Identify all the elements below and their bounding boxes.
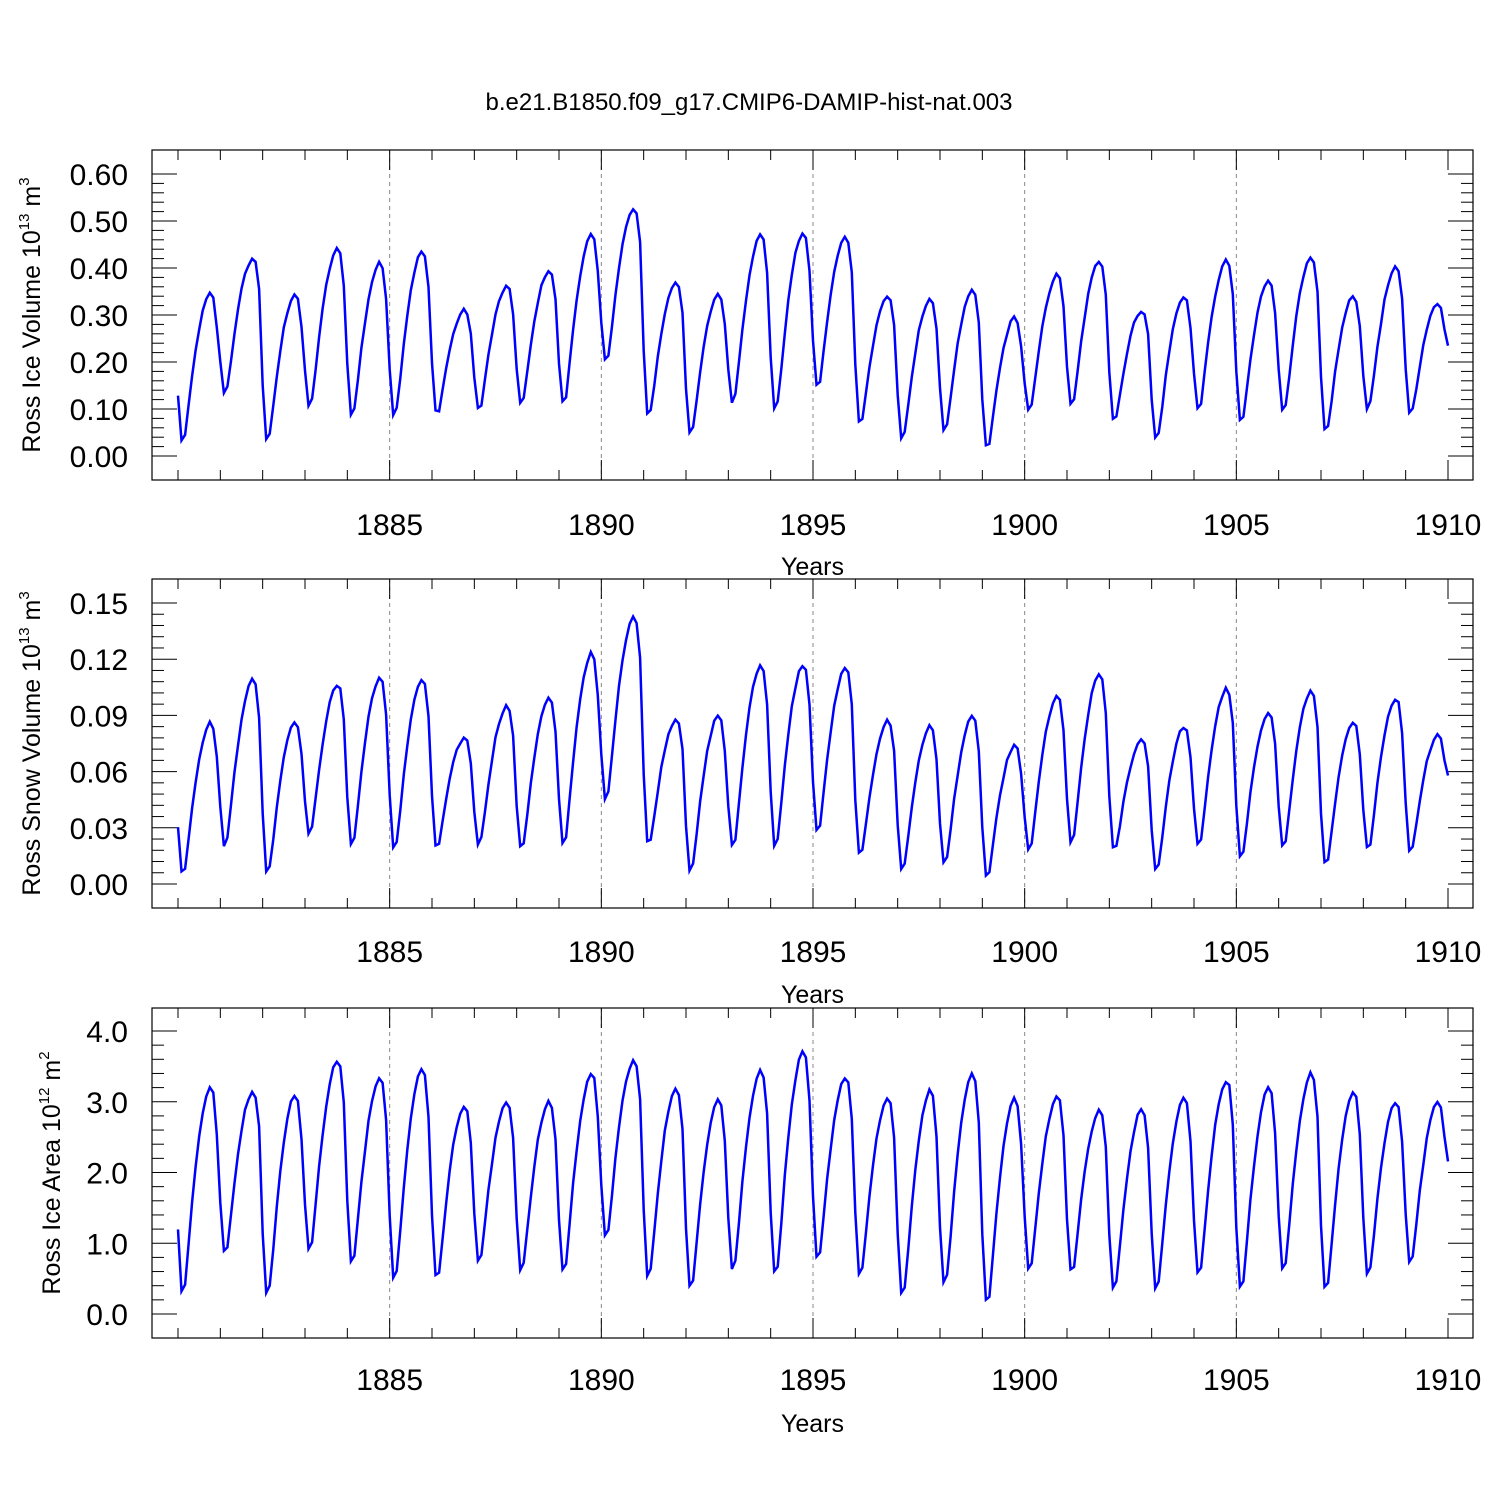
x-tick-label: 1900 bbox=[991, 1364, 1058, 1397]
panel-ice-area: 0.0 1.0 2.0 3.0 4.0 1885 1890 1895 1900 1905 1910… bbox=[36, 1007, 1481, 1438]
x-tick-label: 1890 bbox=[568, 1364, 635, 1397]
x-tick-label: 1900 bbox=[991, 936, 1058, 969]
x-tick-label: 1890 bbox=[568, 509, 635, 542]
x-tick-label: 1905 bbox=[1203, 936, 1270, 969]
panel-2-x-tick-labels: 1885 1890 1895 1900 1905 1910 bbox=[356, 936, 1481, 969]
panel-3-y-axis-title: Ross Ice Area 1012 m2 bbox=[36, 1051, 66, 1294]
panel-3-y-tick-labels: 0.0 1.0 2.0 3.0 4.0 bbox=[86, 1016, 128, 1332]
panel-2-series-line bbox=[176, 613, 1450, 879]
x-tick-label: 1895 bbox=[780, 509, 847, 542]
x-tick-label: 1900 bbox=[991, 509, 1058, 542]
y-tick-label: 4.0 bbox=[86, 1016, 128, 1049]
panel-2-ticks bbox=[152, 579, 1473, 908]
panel-snow-volume: 0.00 0.03 0.06 0.09 0.12 0.15 1885 1890 1895 190… bbox=[16, 578, 1481, 1009]
y-tick-label: 0.10 bbox=[70, 394, 128, 427]
panel-3-gridlines bbox=[389, 1008, 1237, 1338]
panel-1-x-tick-labels: 1885 1890 1895 1900 1905 1910 bbox=[356, 509, 1481, 542]
panel-3-x-tick-labels: 1885 1890 1895 1900 1905 1910 bbox=[356, 1364, 1481, 1397]
x-tick-label: 1885 bbox=[356, 1364, 423, 1397]
y-tick-label: 0.60 bbox=[70, 159, 128, 192]
panel-3-x-axis-title: Years bbox=[781, 1410, 844, 1438]
y-tick-label: 0.40 bbox=[70, 253, 128, 286]
x-tick-label: 1895 bbox=[780, 1364, 847, 1397]
panel-1-x-axis-title: Years bbox=[781, 553, 844, 581]
y-tick-label: 2.0 bbox=[86, 1158, 128, 1191]
y-tick-label: 0.00 bbox=[70, 441, 128, 474]
y-tick-label: 0.15 bbox=[70, 588, 128, 621]
y-tick-label: 0.0 bbox=[86, 1299, 128, 1332]
panel-2-x-axis-title: Years bbox=[781, 981, 844, 1009]
panel-3-frame bbox=[151, 1007, 1474, 1339]
y-tick-label: 0.30 bbox=[70, 300, 128, 333]
x-tick-label: 1910 bbox=[1415, 936, 1482, 969]
panel-2-gridlines bbox=[389, 579, 1237, 908]
y-tick-label: 3.0 bbox=[86, 1087, 128, 1120]
x-tick-label: 1905 bbox=[1203, 1364, 1270, 1397]
x-tick-label: 1910 bbox=[1415, 509, 1482, 542]
panel-1-series-line bbox=[176, 207, 1450, 447]
y-tick-label: 0.09 bbox=[70, 700, 128, 733]
panel-3-series-line bbox=[176, 1048, 1450, 1303]
panel-1-frame bbox=[151, 149, 1474, 481]
x-tick-label: 1910 bbox=[1415, 1364, 1482, 1397]
panel-1-y-axis-title: Ross Ice Volume 1013 m3 bbox=[16, 177, 46, 452]
x-tick-label: 1895 bbox=[780, 936, 847, 969]
y-tick-label: 0.50 bbox=[70, 206, 128, 239]
panel-2-y-tick-labels: 0.00 0.03 0.06 0.09 0.12 0.15 bbox=[70, 588, 128, 902]
x-tick-label: 1885 bbox=[356, 936, 423, 969]
x-tick-label: 1905 bbox=[1203, 509, 1270, 542]
panel-3-ticks bbox=[152, 1008, 1473, 1338]
y-tick-label: 0.12 bbox=[70, 644, 128, 677]
x-tick-label: 1885 bbox=[356, 509, 423, 542]
panel-1-y-tick-labels: 0.00 0.10 0.20 0.30 0.40 0.50 0.60 bbox=[70, 159, 128, 474]
panel-ice-volume: 0.00 0.10 0.20 0.30 0.40 0.50 0.60 1885 1890 189… bbox=[16, 149, 1481, 581]
panel-2-frame bbox=[151, 578, 1474, 909]
y-tick-label: 0.20 bbox=[70, 347, 128, 380]
panel-1-ticks bbox=[152, 150, 1473, 480]
y-tick-label: 1.0 bbox=[86, 1228, 128, 1261]
y-tick-label: 0.06 bbox=[70, 757, 128, 790]
y-tick-label: 0.00 bbox=[70, 869, 128, 902]
x-tick-label: 1890 bbox=[568, 936, 635, 969]
figure-title: b.e21.B1850.f09_g17.CMIP6-DAMIP-hist-nat… bbox=[486, 89, 1013, 116]
panel-2-y-axis-title: Ross Snow Volume 1013 m3 bbox=[16, 591, 46, 895]
panel-1-gridlines bbox=[389, 150, 1237, 480]
y-tick-label: 0.03 bbox=[70, 813, 128, 846]
